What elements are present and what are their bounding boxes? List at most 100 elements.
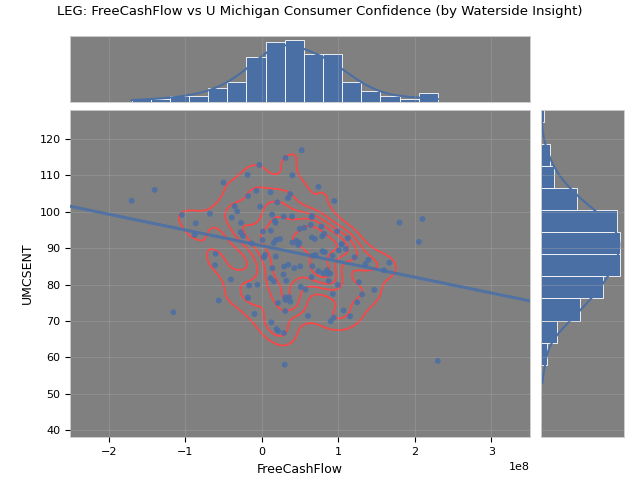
Point xyxy=(296,283,306,291)
Point xyxy=(279,329,289,337)
Point xyxy=(299,224,309,232)
Bar xyxy=(541,210,617,232)
Point xyxy=(191,219,201,227)
Bar xyxy=(266,42,285,102)
Point xyxy=(249,310,259,318)
Point xyxy=(280,296,291,304)
Point xyxy=(243,192,253,200)
Point xyxy=(266,227,276,235)
Point xyxy=(307,234,317,242)
Bar xyxy=(541,100,544,122)
Bar xyxy=(399,99,419,102)
Point xyxy=(260,251,270,259)
Point xyxy=(273,299,283,307)
Point xyxy=(328,252,338,260)
Point xyxy=(271,219,281,226)
Point xyxy=(244,282,254,290)
Point xyxy=(251,187,261,195)
Point xyxy=(271,325,282,333)
Point xyxy=(279,262,289,270)
Point xyxy=(246,240,257,247)
Point xyxy=(284,293,294,301)
Point xyxy=(303,312,313,320)
Point xyxy=(150,186,160,194)
Point xyxy=(257,236,268,244)
Point xyxy=(232,208,243,215)
Point xyxy=(332,227,342,235)
Point xyxy=(280,154,291,162)
Point xyxy=(211,250,221,258)
Bar xyxy=(541,320,557,343)
Point xyxy=(294,239,305,247)
Point xyxy=(308,252,318,260)
Point xyxy=(316,223,326,230)
Point xyxy=(334,246,344,254)
Point xyxy=(287,172,298,179)
Point xyxy=(269,217,280,225)
Point xyxy=(210,261,220,269)
Point xyxy=(329,197,339,205)
Bar xyxy=(541,343,547,364)
Point xyxy=(287,239,298,246)
Point xyxy=(310,251,321,259)
Bar xyxy=(132,99,151,102)
Point xyxy=(280,307,291,315)
Point xyxy=(205,210,215,218)
Bar xyxy=(285,39,304,102)
Point xyxy=(340,245,351,253)
Bar xyxy=(304,54,323,102)
Point xyxy=(339,307,349,314)
Point xyxy=(280,294,291,301)
Point xyxy=(310,235,320,243)
Bar xyxy=(342,82,361,102)
Point xyxy=(289,264,300,272)
Point xyxy=(394,219,404,226)
Point xyxy=(287,212,297,220)
Bar xyxy=(541,188,577,210)
Point xyxy=(266,318,276,326)
Point xyxy=(317,232,327,240)
Point xyxy=(296,146,307,154)
Point xyxy=(349,253,360,261)
Point xyxy=(314,267,324,275)
Point xyxy=(307,262,317,270)
Point xyxy=(317,247,328,255)
Point xyxy=(324,277,334,285)
Text: LEG: FreeCashFlow vs U Michigan Consumer Confidence (by Waterside Insight): LEG: FreeCashFlow vs U Michigan Consumer… xyxy=(57,5,583,18)
Point xyxy=(252,281,262,289)
Bar xyxy=(419,93,438,102)
Point xyxy=(294,225,305,233)
Point xyxy=(354,278,364,286)
Point xyxy=(189,231,200,239)
Bar xyxy=(541,298,580,320)
Point xyxy=(177,211,187,219)
Bar xyxy=(541,144,550,166)
Point xyxy=(226,276,236,283)
Point xyxy=(319,230,329,238)
Y-axis label: UMCSENT: UMCSENT xyxy=(21,243,34,304)
Bar xyxy=(541,166,554,188)
Point xyxy=(322,266,332,274)
Point xyxy=(266,189,276,196)
Bar xyxy=(541,254,620,277)
Point xyxy=(307,273,317,281)
Point xyxy=(307,213,317,221)
Point xyxy=(336,241,346,248)
Point xyxy=(266,274,276,282)
Point xyxy=(280,361,290,368)
Bar xyxy=(170,96,189,102)
Point xyxy=(328,313,339,321)
Point xyxy=(384,259,394,266)
Point xyxy=(283,194,293,202)
Point xyxy=(306,221,316,229)
Point xyxy=(318,270,328,278)
Bar xyxy=(541,277,604,298)
Point xyxy=(243,171,253,179)
Point xyxy=(307,212,317,220)
Point xyxy=(273,327,284,335)
Point xyxy=(413,238,424,246)
Bar xyxy=(189,96,208,102)
Point xyxy=(417,215,428,223)
Bar xyxy=(380,96,399,102)
Point xyxy=(300,286,310,294)
